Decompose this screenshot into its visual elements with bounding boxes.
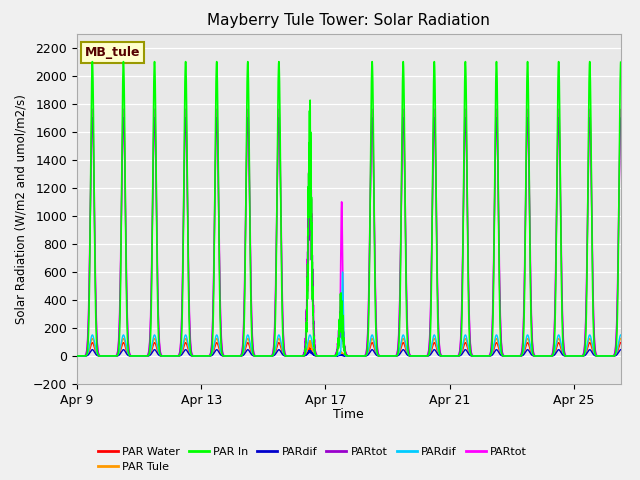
PARdif	[521, 344, 529, 350]
PARdif	[74, 353, 82, 359]
PARdif	[521, 351, 529, 357]
PARtot	[74, 353, 82, 359]
Line: PARtot: PARtot	[77, 118, 621, 356]
PARtot	[521, 273, 529, 278]
PAR Tule	[164, 353, 172, 359]
PAR Tule	[521, 347, 529, 352]
PARdif	[73, 353, 81, 359]
PAR In	[521, 291, 529, 297]
PAR In	[88, 59, 96, 64]
PARtot	[164, 353, 172, 359]
PARdif	[164, 353, 172, 359]
PAR In	[73, 353, 81, 359]
PAR In	[164, 353, 172, 359]
PARdif	[446, 353, 454, 359]
PARtot	[73, 353, 81, 359]
PARdif	[265, 353, 273, 359]
PAR Tule	[73, 353, 81, 359]
PAR Water	[446, 353, 454, 359]
PARdif	[617, 332, 625, 338]
PAR Tule	[265, 353, 273, 359]
PARtot	[164, 353, 172, 359]
PAR Water	[265, 353, 273, 359]
PARdif	[164, 353, 172, 359]
PARtot	[389, 353, 397, 359]
PAR Tule	[446, 353, 454, 359]
PAR In	[446, 353, 454, 359]
PARtot	[389, 353, 397, 359]
PAR Water	[389, 353, 397, 359]
PARtot	[88, 107, 96, 112]
PARdif	[446, 353, 454, 359]
Legend: PAR Water, PAR Tule, PAR In, PARdif, PARtot, PARdif, PARtot: PAR Water, PAR Tule, PAR In, PARdif, PAR…	[93, 442, 531, 477]
Text: MB_tule: MB_tule	[85, 46, 140, 59]
PARdif	[88, 347, 96, 352]
PAR In	[617, 60, 625, 65]
Line: PAR In: PAR In	[77, 61, 621, 356]
PAR Water	[74, 353, 82, 359]
PAR Tule	[617, 336, 625, 341]
PARdif	[265, 353, 273, 359]
Line: PARdif: PARdif	[77, 272, 621, 356]
PAR In	[74, 353, 82, 359]
PAR Tule	[88, 336, 96, 341]
PAR Water	[164, 353, 172, 359]
PARdif	[617, 347, 625, 352]
PAR Tule	[389, 353, 397, 359]
PARtot	[265, 353, 273, 359]
Line: PARdif: PARdif	[77, 349, 621, 356]
PARtot	[617, 107, 625, 112]
Y-axis label: Solar Radiation (W/m2 and umol/m2/s): Solar Radiation (W/m2 and umol/m2/s)	[14, 94, 27, 324]
PAR Water	[617, 340, 625, 346]
PARdif	[73, 353, 81, 359]
Line: PAR Water: PAR Water	[77, 343, 621, 356]
PAR Water	[521, 348, 529, 354]
PARtot	[446, 353, 454, 359]
Line: PARtot: PARtot	[77, 109, 621, 356]
PARtot	[88, 115, 96, 120]
PAR Tule	[74, 353, 82, 359]
PARdif	[74, 353, 82, 359]
PAR Water	[73, 353, 81, 359]
X-axis label: Time: Time	[333, 408, 364, 421]
PARtot	[446, 353, 454, 359]
Line: PAR Tule: PAR Tule	[77, 338, 621, 356]
PAR In	[389, 353, 397, 359]
PARdif	[339, 269, 346, 275]
PARtot	[73, 353, 81, 359]
PARtot	[265, 353, 273, 359]
PARtot	[74, 353, 82, 359]
PARtot	[521, 275, 529, 281]
Title: Mayberry Tule Tower: Solar Radiation: Mayberry Tule Tower: Solar Radiation	[207, 13, 490, 28]
PARdif	[389, 353, 397, 359]
PARtot	[617, 115, 625, 121]
PARdif	[389, 353, 397, 359]
PAR In	[265, 353, 273, 359]
PAR Water	[88, 340, 96, 346]
